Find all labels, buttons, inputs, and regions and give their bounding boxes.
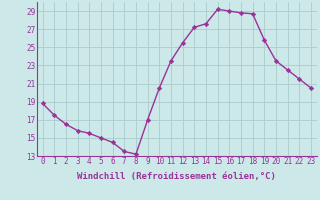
X-axis label: Windchill (Refroidissement éolien,°C): Windchill (Refroidissement éolien,°C)	[77, 172, 276, 181]
